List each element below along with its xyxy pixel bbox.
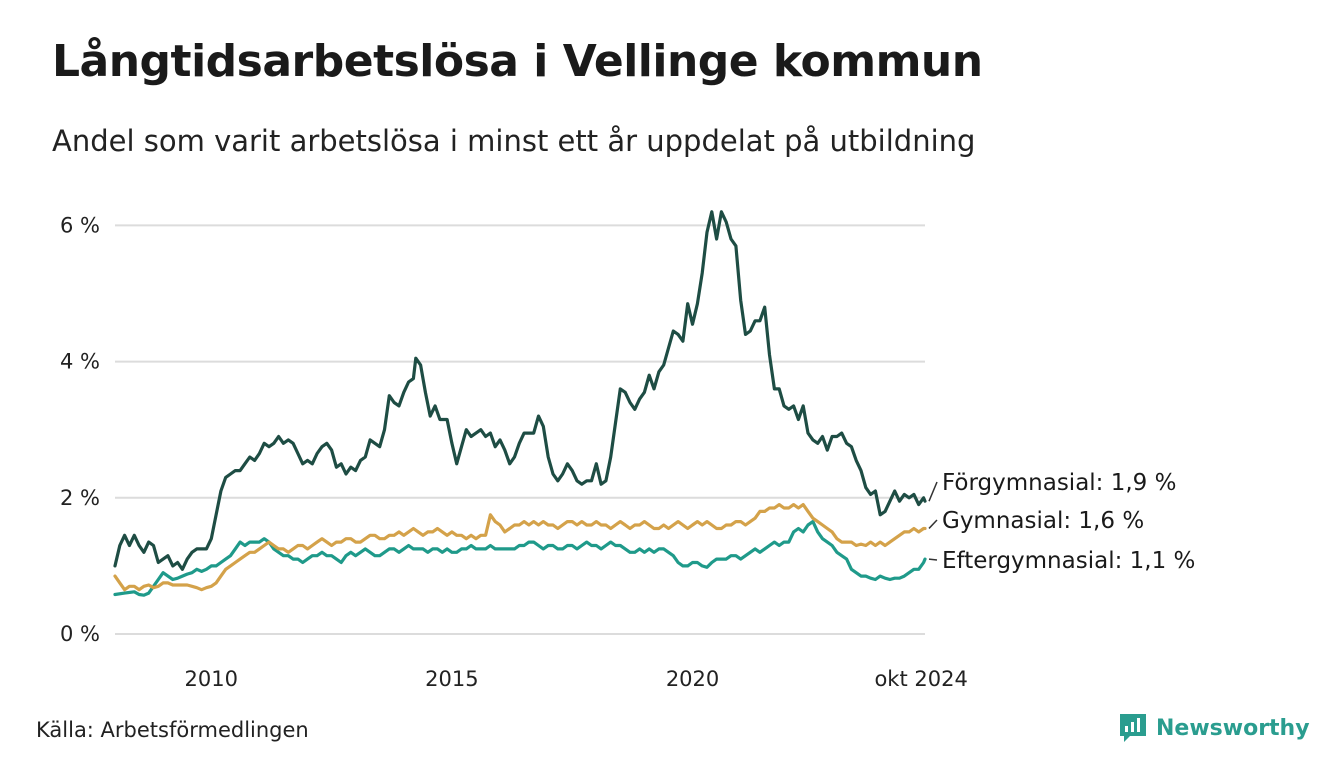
series-line-2 [113, 520, 927, 597]
series-end-label: Förgymnasial: 1,9 % [942, 470, 1176, 496]
chart-subtitle: Andel som varit arbetslösa i minst ett å… [52, 124, 976, 158]
gridlines [115, 224, 925, 635]
line-chart: 0 % 2 % 4 % 6 % 2010 2015 2020 okt 2024 Förgym… [60, 210, 1195, 691]
chart-title: Långtidsarbetslösa i Vellinge kommun [52, 36, 983, 87]
y-tick-label: 2 % [60, 486, 100, 510]
y-tick-label: 0 % [60, 622, 100, 646]
brand-name: Newsworthy [1156, 715, 1310, 741]
series-labels: Förgymnasial: 1,9 % Gymnasial: 1,6 % Efter… [928, 470, 1195, 574]
series-line-0 [113, 210, 927, 571]
series-end-label: Gymnasial: 1,6 % [942, 508, 1144, 534]
series-line-1 [113, 503, 927, 592]
newsworthy-logo: Newsworthy [1118, 712, 1310, 744]
label-leader-2 [928, 558, 938, 561]
newsworthy-logo-icon [1120, 714, 1146, 742]
series-end-label: Eftergymnasial: 1,1 % [942, 548, 1195, 574]
x-tick-label: okt 2024 [874, 667, 967, 691]
x-tick-label: 2010 [185, 667, 238, 691]
label-leader-1 [928, 519, 938, 529]
label-leader-0 [928, 481, 938, 502]
x-axis: 2010 2015 2020 okt 2024 [185, 667, 968, 691]
y-tick-label: 4 % [60, 350, 100, 374]
source-note: Källa: Arbetsförmedlingen [36, 718, 309, 742]
series-lines [113, 210, 927, 597]
x-tick-label: 2020 [666, 667, 719, 691]
y-axis: 0 % 2 % 4 % 6 % [60, 213, 100, 646]
x-tick-label: 2015 [425, 667, 478, 691]
y-tick-label: 6 % [60, 213, 100, 237]
